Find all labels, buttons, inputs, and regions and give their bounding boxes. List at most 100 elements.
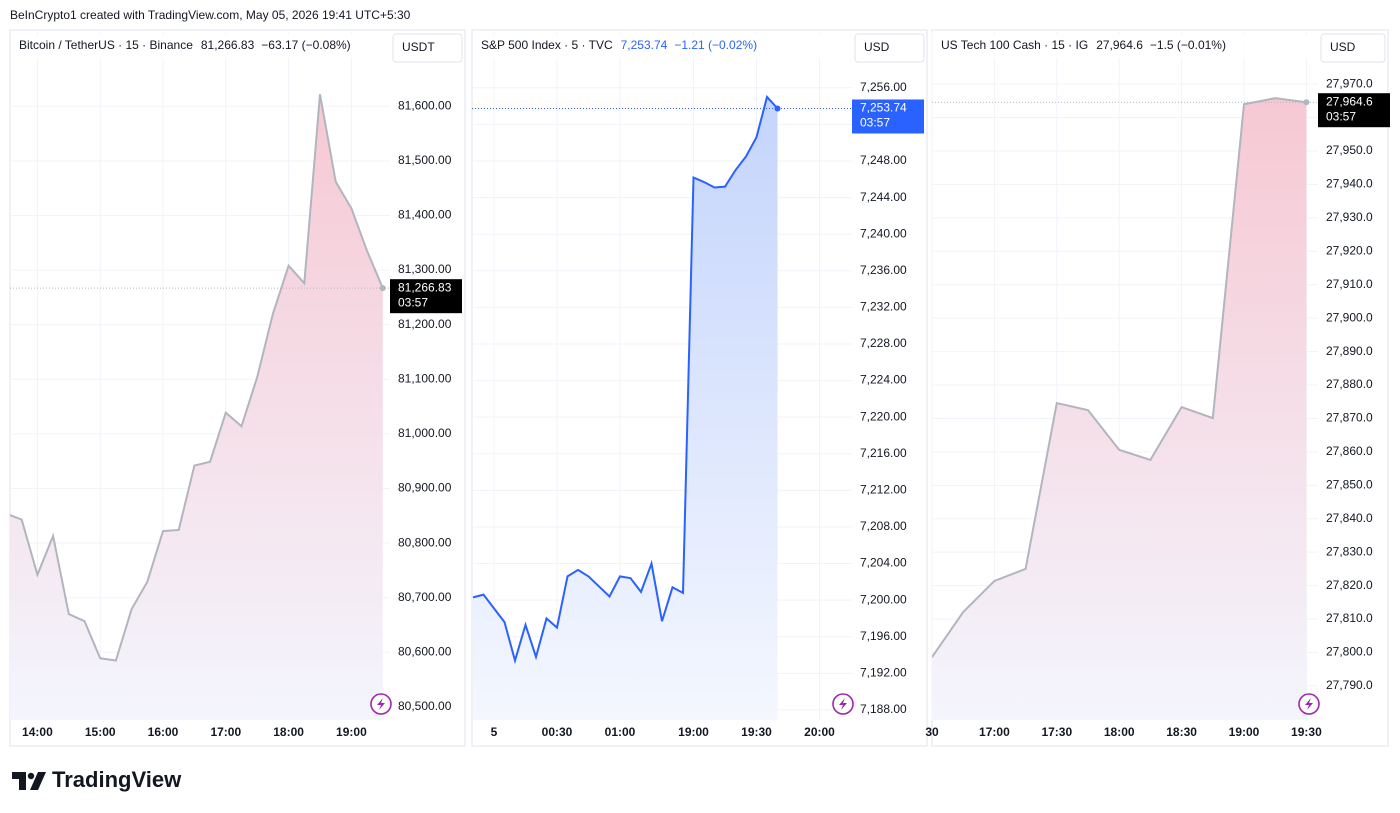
x-tick-label: 17:00 — [210, 725, 241, 739]
y-tick-label: 80,700.00 — [398, 590, 452, 604]
y-tick-label: 27,850.0 — [1326, 477, 1373, 491]
header-change: −63.17 (−0.08%) — [261, 38, 350, 52]
unit: USDT — [402, 40, 435, 54]
y-tick-label: 80,600.00 — [398, 644, 452, 658]
y-tick-label: 7,224.00 — [860, 373, 907, 387]
price-line — [472, 94, 779, 665]
y-tick-label: 81,300.00 — [398, 262, 452, 276]
y-tick-label: 81,100.00 — [398, 371, 452, 385]
x-tick-label: 19:30 — [741, 725, 772, 739]
y-tick-label: 7,240.00 — [860, 226, 907, 240]
header-price: 7,253.74 — [621, 38, 668, 52]
x-tick-label: 19:00 — [336, 725, 367, 739]
y-tick-label: 81,000.00 — [398, 426, 452, 440]
y-tick-label: 7,192.00 — [860, 666, 907, 680]
chart-panel: 7,188.00 7,192.00 7,196.00 7,200.00 7,204.00… — [471, 29, 928, 747]
y-tick-label: 80,500.00 — [398, 699, 452, 713]
y-tick-label: 27,910.0 — [1326, 277, 1373, 291]
y-tick-label: 7,200.00 — [860, 592, 907, 606]
y-tick-label: 27,820.0 — [1326, 578, 1373, 592]
x-tick-label: 16:00 — [148, 725, 179, 739]
panel-frame — [471, 29, 928, 747]
y-tick-label: 81,600.00 — [398, 98, 452, 112]
header-bg — [12, 34, 384, 58]
header-bg — [934, 34, 1312, 58]
plot — [932, 97, 1307, 720]
alert-icon-bolt — [377, 698, 385, 710]
header-change: −1.21 (−0.02%) — [674, 38, 757, 52]
chart-panel: 80,500.00 80,600.00 80,700.00 80,800.00 80,9… — [9, 29, 466, 747]
y-tick-label: 27,790.0 — [1326, 678, 1373, 692]
header-bg — [474, 34, 846, 58]
series-title: S&P 500 Index · 5 · TVC — [481, 38, 613, 52]
header-price: 27,964.6 — [1096, 38, 1143, 52]
unit-box — [392, 33, 463, 63]
panel-frame — [9, 29, 466, 747]
y-tick-label: 27,940.0 — [1326, 177, 1373, 191]
y-tick-label: 27,890.0 — [1326, 344, 1373, 358]
y-tick-label: 7,204.00 — [860, 556, 907, 570]
plot — [10, 94, 384, 720]
y-tick-label: 7,196.00 — [860, 629, 907, 643]
area-fill — [932, 98, 1307, 720]
price-line — [10, 94, 384, 662]
y-tick-label: 27,830.0 — [1326, 544, 1373, 558]
logo-mark — [30, 772, 46, 790]
header-price: 81,266.83 — [201, 38, 255, 52]
y-tick-label: 27,840.0 — [1326, 511, 1373, 525]
x-tick-label: 00:30 — [542, 725, 573, 739]
badge-price: 27,964.6 — [1326, 94, 1373, 108]
logo-mark — [27, 772, 35, 780]
price-badge — [1318, 93, 1390, 128]
unit: USD — [864, 40, 890, 54]
y-tick-label: 27,920.0 — [1326, 243, 1373, 257]
price-badge — [390, 279, 462, 314]
x-tick-label: 17:30 — [1041, 725, 1072, 739]
x-tick-label: 20:00 — [804, 725, 835, 739]
last-point — [1303, 99, 1310, 106]
price-badge — [852, 99, 924, 134]
x-tick-label: 19:30 — [1291, 725, 1322, 739]
y-tick-label: 27,810.0 — [1326, 611, 1373, 625]
y-tick-label: 80,800.00 — [398, 535, 452, 549]
x-tick-label: 5 — [491, 725, 498, 739]
x-tick-label: 19:00 — [1229, 725, 1260, 739]
x-tick-label: 01:00 — [605, 725, 636, 739]
y-tick-label: 27,880.0 — [1326, 377, 1373, 391]
y-tick-label: 27,930.0 — [1326, 210, 1373, 224]
badge-countdown: 03:57 — [1326, 109, 1356, 123]
y-tick-label: 7,248.00 — [860, 153, 907, 167]
x-tick-label: 18:30 — [1166, 725, 1197, 739]
y-tick-label: 81,400.00 — [398, 208, 452, 222]
logo-mark — [12, 772, 26, 790]
y-tick-label: 80,900.00 — [398, 481, 452, 495]
x-tick-label: 14:00 — [22, 725, 53, 739]
y-tick-label: 7,232.00 — [860, 300, 907, 314]
y-tick-label: 7,256.00 — [860, 80, 907, 94]
alert-icon-bolt — [839, 698, 847, 710]
price-line — [932, 97, 1307, 658]
x-tick-label: 18:00 — [273, 725, 304, 739]
y-tick-label: 7,188.00 — [860, 702, 907, 716]
header-change: −1.5 (−0.01%) — [1150, 38, 1226, 52]
y-tick-label: 7,236.00 — [860, 263, 907, 277]
y-tick-label: 27,900.0 — [1326, 310, 1373, 324]
y-tick-label: 27,950.0 — [1326, 143, 1373, 157]
series-title: US Tech 100 Cash · 15 · IG — [941, 38, 1088, 52]
x-tick-label: 18:00 — [1104, 725, 1135, 739]
badge-price: 7,253.74 — [860, 101, 907, 115]
x-tick-label: 19:00 — [678, 725, 709, 739]
y-tick-label: 81,200.00 — [398, 317, 452, 331]
unit-box — [854, 33, 925, 63]
chart-panel: 27,790.0 27,800.0 27,810.0 27,820.0 27,830.0… — [925, 29, 1390, 747]
credit: BeInCrypto1 created with TradingView.com… — [10, 8, 411, 22]
badge-price: 81,266.83 — [398, 280, 452, 294]
plot — [472, 94, 779, 720]
y-tick-label: 7,208.00 — [860, 519, 907, 533]
y-tick-label: 27,860.0 — [1326, 444, 1373, 458]
y-tick-label: 7,228.00 — [860, 336, 907, 350]
last-point — [379, 285, 386, 292]
last-point — [774, 105, 781, 112]
series-title: Bitcoin / TetherUS · 15 · Binance — [19, 38, 193, 52]
